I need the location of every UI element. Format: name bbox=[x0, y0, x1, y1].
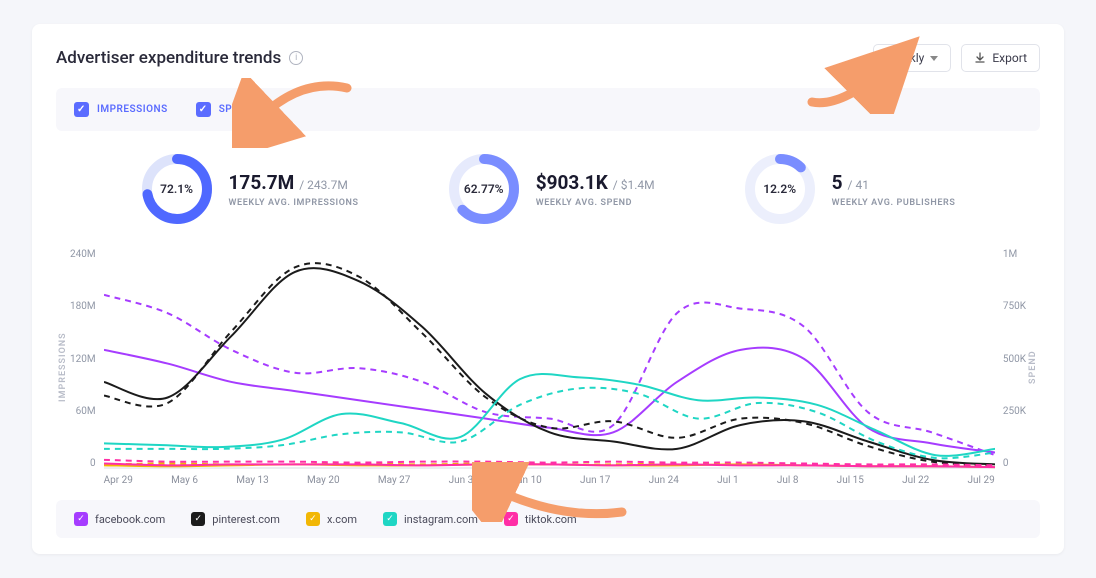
checkbox-spend[interactable]: ✓ SPEND bbox=[196, 102, 253, 117]
legend-label: x.com bbox=[327, 513, 357, 526]
legend-item[interactable]: ✓ tiktok.com bbox=[504, 512, 577, 526]
y-tick: 750K bbox=[1003, 301, 1026, 312]
legend-item[interactable]: ✓ instagram.com bbox=[383, 512, 478, 526]
donut: 62.77% bbox=[448, 153, 520, 225]
x-tick: Jun 10 bbox=[512, 475, 542, 486]
legend-label: instagram.com bbox=[404, 513, 478, 526]
y-ticks-right: 1M 750K 500K 250K 0 bbox=[995, 249, 1026, 469]
y-axis-right-label: SPEND bbox=[1026, 249, 1040, 486]
chart-wrap: IMPRESSIONS 240M 180M 120M 60M 0 Apr 29 May 6… bbox=[56, 249, 1040, 486]
stat-caption: WEEKLY AVG. IMPRESSIONS bbox=[229, 198, 359, 208]
stat-big: 175.7M bbox=[229, 171, 295, 194]
legend-swatch: ✓ bbox=[191, 512, 205, 526]
x-ticks: Apr 29 May 6 May 13 May 20 May 27 Jun 3 Jun 10… bbox=[104, 475, 995, 486]
y-tick: 180M bbox=[70, 301, 96, 312]
stat-caption: WEEKLY AVG. SPEND bbox=[536, 198, 655, 208]
period-selector[interactable]: Weekly bbox=[873, 44, 951, 72]
y-tick: 0 bbox=[70, 458, 96, 469]
filter-bar: ✓ IMPRESSIONS ✓ SPEND bbox=[56, 88, 1040, 131]
x-tick: Jul 22 bbox=[902, 475, 929, 486]
legend-label: facebook.com bbox=[95, 513, 165, 526]
x-tick: Apr 29 bbox=[104, 475, 133, 486]
download-icon bbox=[974, 52, 986, 64]
x-tick: May 27 bbox=[378, 475, 411, 486]
stat-caption: WEEKLY AVG. PUBLISHERS bbox=[832, 198, 956, 208]
y-axis-left-label: IMPRESSIONS bbox=[56, 249, 70, 486]
card-header: Advertiser expenditure trends i Weekly E… bbox=[56, 44, 1040, 72]
x-tick: Jul 29 bbox=[968, 475, 995, 486]
export-button[interactable]: Export bbox=[961, 44, 1040, 72]
stat-sub: / 41 bbox=[845, 178, 869, 192]
x-tick: Jun 17 bbox=[580, 475, 610, 486]
stat-big: 5 bbox=[832, 171, 843, 194]
stat: 12.2% 5 / 41 WEEKLY AVG. PUBLISHERS bbox=[744, 153, 956, 225]
legend-item[interactable]: ✓ pinterest.com bbox=[191, 512, 280, 526]
y-ticks-left: 240M 180M 120M 60M 0 bbox=[70, 249, 104, 469]
stats-row: 72.1% 175.7M / 243.7M WEEKLY AVG. IMPRES… bbox=[56, 153, 1040, 225]
series-facebook-solid bbox=[104, 348, 995, 453]
legend-swatch: ✓ bbox=[306, 512, 320, 526]
title-wrap: Advertiser expenditure trends i bbox=[56, 48, 303, 68]
stat: 72.1% 175.7M / 243.7M WEEKLY AVG. IMPRES… bbox=[141, 153, 359, 225]
legend-swatch: ✓ bbox=[74, 512, 88, 526]
y-tick: 120M bbox=[70, 354, 96, 365]
stat-text: 5 / 41 WEEKLY AVG. PUBLISHERS bbox=[832, 171, 956, 208]
header-actions: Weekly Export bbox=[873, 44, 1040, 72]
y-tick: 500K bbox=[1003, 354, 1026, 365]
x-tick: May 6 bbox=[171, 475, 198, 486]
stat-text: $903.1K / $1.4M WEEKLY AVG. SPEND bbox=[536, 171, 655, 208]
y-tick: 0 bbox=[1003, 458, 1026, 469]
x-tick: May 13 bbox=[236, 475, 269, 486]
checkbox-box: ✓ bbox=[196, 102, 211, 117]
legend-label: pinterest.com bbox=[212, 513, 280, 526]
series-tiktok-solid bbox=[104, 464, 995, 468]
legend-swatch: ✓ bbox=[383, 512, 397, 526]
x-tick: Jun 3 bbox=[449, 475, 474, 486]
legend-swatch: ✓ bbox=[504, 512, 518, 526]
checkbox-label: SPEND bbox=[219, 104, 253, 115]
card: Advertiser expenditure trends i Weekly E… bbox=[32, 24, 1064, 554]
donut-pct: 72.1% bbox=[141, 153, 213, 225]
y-tick: 1M bbox=[1003, 249, 1026, 260]
checkbox-impressions[interactable]: ✓ IMPRESSIONS bbox=[74, 102, 168, 117]
x-tick: Jul 1 bbox=[717, 475, 739, 486]
checkbox-box: ✓ bbox=[74, 102, 89, 117]
donut: 12.2% bbox=[744, 153, 816, 225]
stat-text: 175.7M / 243.7M WEEKLY AVG. IMPRESSIONS bbox=[229, 171, 359, 208]
legend-item[interactable]: ✓ facebook.com bbox=[74, 512, 165, 526]
legend-bar: ✓ facebook.com ✓ pinterest.com ✓ x.com ✓ instag… bbox=[56, 500, 1040, 538]
x-tick: Jul 15 bbox=[837, 475, 864, 486]
chart-svg bbox=[104, 249, 995, 469]
x-tick: Jun 24 bbox=[649, 475, 679, 486]
info-icon[interactable]: i bbox=[289, 51, 303, 65]
export-label: Export bbox=[992, 51, 1027, 65]
donut-pct: 62.77% bbox=[448, 153, 520, 225]
stat-sub: / $1.4M bbox=[610, 178, 655, 192]
page-title: Advertiser expenditure trends bbox=[56, 48, 281, 68]
donut: 72.1% bbox=[141, 153, 213, 225]
x-tick: Jul 8 bbox=[777, 475, 799, 486]
x-tick: May 20 bbox=[307, 475, 340, 486]
chart: Apr 29 May 6 May 13 May 20 May 27 Jun 3 Jun 10… bbox=[104, 249, 995, 486]
stat-sub: / 243.7M bbox=[296, 178, 348, 192]
legend-label: tiktok.com bbox=[525, 513, 577, 526]
y-tick: 240M bbox=[70, 249, 96, 260]
y-tick: 250K bbox=[1003, 406, 1026, 417]
stat-big: $903.1K bbox=[536, 171, 608, 194]
checkbox-label: IMPRESSIONS bbox=[97, 104, 168, 115]
stat: 62.77% $903.1K / $1.4M WEEKLY AVG. SPEND bbox=[448, 153, 655, 225]
y-tick: 60M bbox=[70, 406, 96, 417]
legend-item[interactable]: ✓ x.com bbox=[306, 512, 357, 526]
chevron-down-icon bbox=[930, 56, 938, 61]
donut-pct: 12.2% bbox=[744, 153, 816, 225]
period-selector-label: Weekly bbox=[886, 51, 924, 65]
